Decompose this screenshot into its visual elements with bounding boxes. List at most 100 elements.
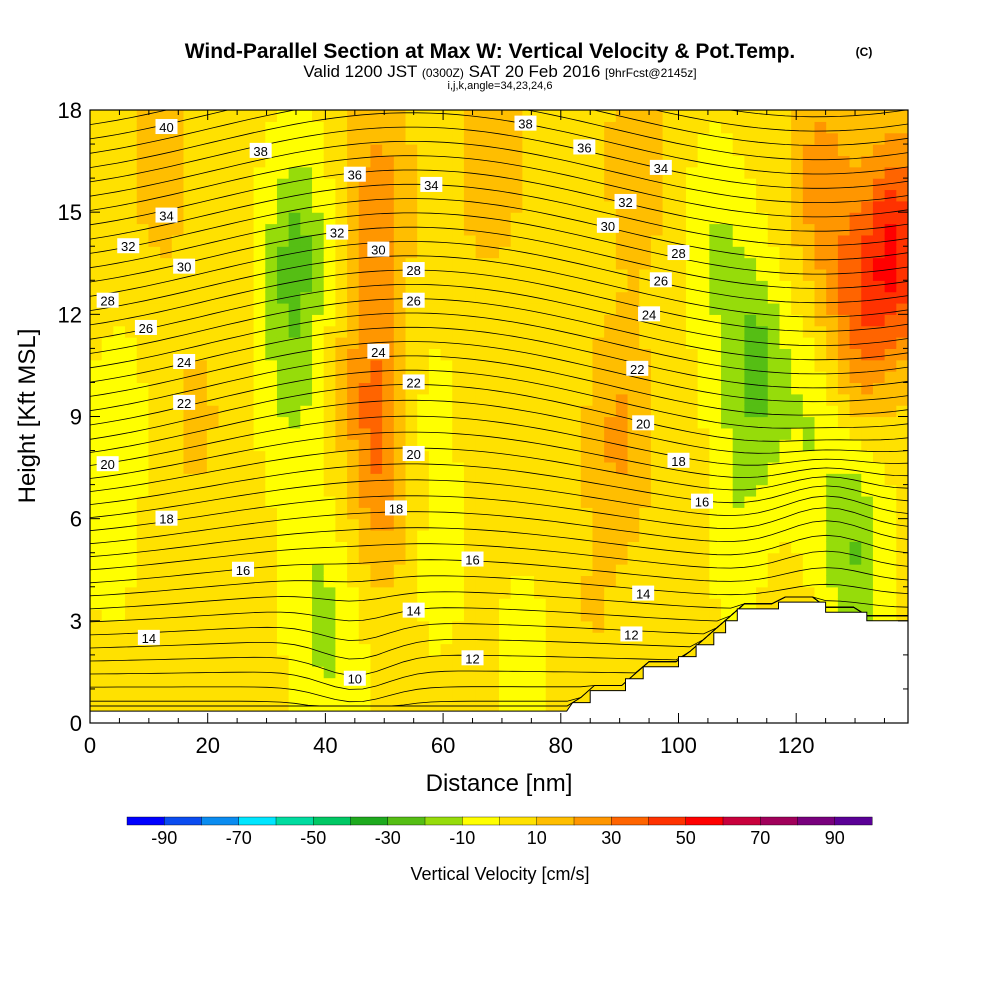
colorbar-segment <box>722 816 761 826</box>
field-cell <box>627 575 640 588</box>
field-cell <box>183 314 196 327</box>
field-cell <box>697 348 710 361</box>
theta-label-bg <box>461 551 484 567</box>
field-cell <box>791 155 804 168</box>
field-cell <box>206 507 220 520</box>
field-cell <box>417 189 430 202</box>
field-cell <box>872 200 886 213</box>
field-cell <box>639 564 652 577</box>
field-cell <box>218 144 231 157</box>
field-cell <box>849 223 862 236</box>
field-cell <box>206 586 220 599</box>
field-cell <box>802 234 816 247</box>
field-cell <box>849 439 862 452</box>
field-cell <box>604 586 617 599</box>
field-cell <box>896 405 908 418</box>
field-cell <box>218 416 231 429</box>
x-tick-label: 60 <box>431 733 455 758</box>
field-cell <box>802 552 816 565</box>
field-cell <box>685 450 699 463</box>
field-cell <box>300 552 313 565</box>
field-cell <box>148 688 161 701</box>
field-cell <box>545 518 559 531</box>
field-cell <box>534 212 547 225</box>
field-cell <box>615 337 629 349</box>
field-cell <box>685 405 699 418</box>
field-cell <box>475 178 488 191</box>
field-cell <box>884 473 897 486</box>
field-cell <box>335 166 348 179</box>
field-cell <box>358 495 372 508</box>
field-cell <box>335 416 348 429</box>
field-cell <box>510 257 523 270</box>
field-cell <box>113 677 126 690</box>
field-cell <box>837 552 851 565</box>
field-cell <box>160 620 173 633</box>
theta-label-bg <box>232 561 255 577</box>
field-cell <box>592 382 605 395</box>
field-cell <box>767 234 781 247</box>
field-cell <box>674 257 687 270</box>
field-cell <box>534 609 547 622</box>
field-cell <box>136 268 150 281</box>
field-cell <box>206 632 220 645</box>
field-cell <box>826 416 839 429</box>
field-cell <box>288 609 301 622</box>
field-cell <box>826 575 839 588</box>
field-cell <box>382 189 395 202</box>
field-cell <box>90 495 103 508</box>
field-cell <box>697 132 710 145</box>
field-cell <box>604 575 617 588</box>
field-cell <box>265 620 278 633</box>
field-cell <box>756 314 769 327</box>
field-cell <box>393 246 407 259</box>
field-cell <box>312 416 325 429</box>
field-cell <box>475 132 488 145</box>
field-cell <box>183 450 196 463</box>
field-cell <box>136 643 150 656</box>
field-cell <box>230 461 243 474</box>
field-cell <box>685 280 699 293</box>
field-cell <box>779 291 792 304</box>
field-cell <box>428 643 442 656</box>
field-cell <box>253 178 266 191</box>
field-cell <box>323 518 336 531</box>
field-cell <box>171 110 185 122</box>
field-cell <box>779 518 792 531</box>
field-cell <box>837 166 851 179</box>
field-cell <box>627 484 640 497</box>
field-cell <box>872 450 886 463</box>
field-cell <box>604 268 617 281</box>
field-cell <box>826 178 839 191</box>
field-cell <box>417 666 430 679</box>
field-cell <box>276 643 290 656</box>
field-cell <box>499 393 512 406</box>
field-cell <box>440 382 453 395</box>
field-cell <box>101 132 114 145</box>
field-cell <box>370 382 383 395</box>
field-cell <box>347 450 360 463</box>
field-cell <box>697 234 710 247</box>
field-cell <box>335 382 348 395</box>
field-cell <box>463 234 477 247</box>
field-cell <box>206 382 220 395</box>
field-cell <box>428 189 442 202</box>
field-cell <box>767 257 781 270</box>
field-cell <box>230 257 243 270</box>
field-cell <box>639 654 652 667</box>
field-cell <box>545 461 559 474</box>
field-cell <box>569 280 582 293</box>
field-cell <box>452 348 465 361</box>
field-cell <box>709 439 722 452</box>
field-cell <box>662 302 675 315</box>
field-cell <box>241 132 255 145</box>
field-cell <box>674 541 687 554</box>
field-cell <box>417 325 430 338</box>
field-cell <box>358 212 372 225</box>
field-cell <box>183 234 196 247</box>
field-cell <box>849 461 862 474</box>
field-cell <box>674 337 687 349</box>
field-cell <box>721 132 734 145</box>
field-cell <box>487 609 500 622</box>
field-cell <box>604 382 617 395</box>
